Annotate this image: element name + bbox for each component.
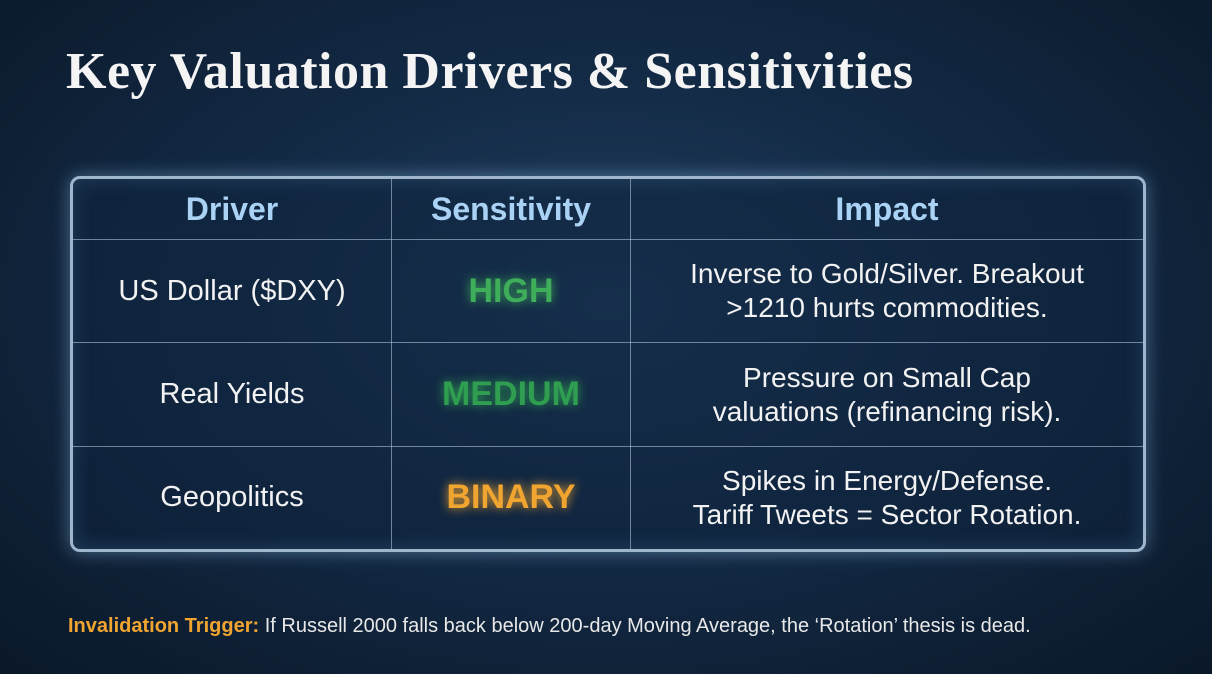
table: Driver Sensitivity Impact US Dollar ($DX…: [73, 179, 1143, 549]
impact-cell: Inverse to Gold/Silver. Breakout >1210 hu…: [630, 239, 1143, 344]
footer-text: If Russell 2000 falls back below 200-day…: [264, 615, 1031, 637]
impact-line: valuations (refinancing risk).: [712, 395, 1062, 427]
row: Geopolitics BINARY Spikes in Energy/Defe…: [73, 445, 1143, 549]
driver-cell: Real Yields: [73, 342, 392, 447]
footer-label: Invalidation Trigger:: [68, 615, 260, 637]
header-row: Driver Sensitivity Impact: [73, 179, 1143, 241]
impact-line: Tariff Tweets = Sector Rotation.: [692, 498, 1082, 530]
header-cell: Driver: [73, 179, 392, 241]
impact-cell: Spikes in Energy/Defense. Tariff Tweets =…: [630, 445, 1143, 549]
impact-line: Spikes in Energy/Defense.: [722, 464, 1052, 496]
header-cell: Sensitivity: [391, 179, 631, 241]
header-cell: Impact: [630, 179, 1143, 241]
driver-cell: Geopolitics: [73, 445, 392, 549]
row: US Dollar ($DXY) HIGH Inverse to Gold/Si…: [73, 239, 1143, 344]
slide-title: Key Valuation Drivers & Sensitivities: [66, 43, 914, 100]
impact-cell: Pressure on Small Cap valuations (refinan…: [630, 342, 1143, 447]
driver-cell: US Dollar ($DXY): [73, 239, 392, 344]
row: Real Yields MEDIUM Pressure on Small Cap…: [73, 342, 1143, 447]
table-frame: Driver Sensitivity Impact US Dollar ($DX…: [70, 176, 1146, 552]
sensitivity-cell: BINARY: [391, 445, 631, 549]
impact-line: Inverse to Gold/Silver. Breakout: [690, 258, 1084, 290]
impact-line: >1210 hurts commodities.: [726, 292, 1048, 324]
sensitivity-cell: HIGH: [391, 239, 631, 344]
sensitivity-cell: MEDIUM: [391, 342, 631, 447]
impact-line: Pressure on Small Cap: [743, 361, 1031, 393]
footer: Invalidation Trigger: If Russell 2000 fa…: [68, 615, 1031, 638]
